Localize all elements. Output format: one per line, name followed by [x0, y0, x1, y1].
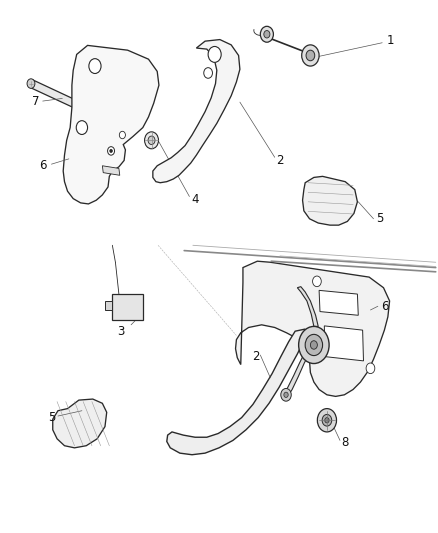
Circle shape [311, 341, 318, 349]
Polygon shape [153, 39, 240, 183]
Circle shape [302, 45, 319, 66]
Text: 6: 6 [381, 300, 388, 313]
Circle shape [148, 136, 155, 144]
Circle shape [313, 276, 321, 287]
Circle shape [281, 389, 291, 401]
Polygon shape [167, 329, 305, 455]
Circle shape [145, 132, 159, 149]
Polygon shape [113, 294, 143, 319]
Text: 2: 2 [276, 154, 284, 167]
Text: 3: 3 [117, 325, 125, 338]
Polygon shape [297, 287, 318, 326]
Text: 2: 2 [252, 350, 260, 363]
Circle shape [204, 68, 212, 78]
Circle shape [299, 326, 329, 364]
Polygon shape [102, 166, 120, 175]
Circle shape [108, 147, 115, 155]
Circle shape [27, 79, 35, 88]
Polygon shape [53, 399, 107, 448]
Circle shape [89, 59, 101, 74]
Circle shape [305, 334, 322, 356]
Text: 8: 8 [342, 436, 349, 449]
Circle shape [119, 131, 125, 139]
Text: 5: 5 [48, 411, 55, 424]
Circle shape [208, 46, 221, 62]
Circle shape [110, 149, 113, 152]
Circle shape [366, 363, 375, 374]
Circle shape [264, 30, 270, 38]
Polygon shape [105, 301, 113, 310]
Circle shape [260, 26, 273, 42]
Polygon shape [319, 290, 358, 316]
Text: 7: 7 [32, 94, 39, 108]
Text: 5: 5 [376, 212, 384, 225]
Circle shape [318, 409, 336, 432]
Circle shape [306, 50, 315, 61]
Text: 1: 1 [387, 34, 395, 46]
Polygon shape [303, 176, 357, 225]
Circle shape [325, 418, 329, 423]
Text: 4: 4 [191, 192, 199, 206]
Circle shape [284, 392, 288, 398]
Circle shape [76, 120, 88, 134]
Polygon shape [63, 45, 159, 204]
Polygon shape [284, 350, 311, 397]
Text: 6: 6 [39, 159, 46, 172]
Polygon shape [324, 326, 364, 361]
Circle shape [322, 415, 332, 426]
Polygon shape [236, 261, 390, 397]
Polygon shape [30, 80, 96, 117]
